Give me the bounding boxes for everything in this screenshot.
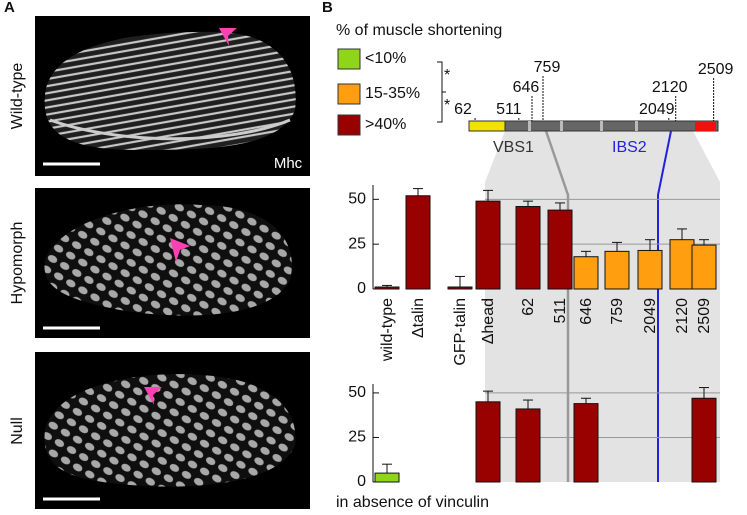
panel-label: B xyxy=(322,0,333,16)
x-tick-label: 2120 xyxy=(674,298,691,334)
bar xyxy=(447,286,473,290)
bar xyxy=(573,256,599,290)
shaded-region xyxy=(485,131,720,482)
bar xyxy=(669,239,695,290)
bar xyxy=(604,250,630,290)
image-label: Wild-type xyxy=(9,63,26,130)
x-tick-label: 511 xyxy=(552,298,569,324)
vbs1-line xyxy=(544,130,570,482)
site-label: 2049 xyxy=(639,101,675,118)
x-tick-label: Δtalin xyxy=(410,298,427,338)
legend-swatch xyxy=(337,48,361,70)
image-label: Hypomorph xyxy=(9,222,26,305)
bar xyxy=(691,244,717,290)
bar xyxy=(405,195,431,290)
site-label: 2509 xyxy=(698,61,734,78)
legend-swatch xyxy=(337,114,361,136)
image-null xyxy=(35,352,310,509)
x-tick-label: 2049 xyxy=(642,298,659,334)
bar xyxy=(637,249,663,290)
bar xyxy=(475,401,501,483)
y-tick-label: 0 xyxy=(357,280,366,297)
site-label: 646 xyxy=(513,79,540,96)
bar xyxy=(547,209,573,290)
site-label: 62 xyxy=(454,101,472,118)
significance-star: * xyxy=(444,97,450,114)
legend-label: <10% xyxy=(365,50,406,67)
domain-label: VBS1 xyxy=(493,139,534,156)
image-wild-type: Mhc xyxy=(35,16,310,176)
y-tick-label: 25 xyxy=(348,235,366,252)
significance-bracket xyxy=(437,61,446,123)
site-label: 759 xyxy=(534,59,561,76)
image-hypomorph xyxy=(35,188,310,338)
legend-title: % of muscle shortening xyxy=(336,22,502,39)
panel-label: A xyxy=(4,0,15,16)
bar xyxy=(573,403,599,483)
bar xyxy=(515,408,541,483)
chart-title: in absence of vinculin xyxy=(336,494,489,511)
domain-label: IBS2 xyxy=(612,139,647,156)
y-tick-label: 50 xyxy=(348,191,366,208)
bar xyxy=(374,286,400,290)
y-tick-label: 50 xyxy=(348,384,366,401)
legend-label: >40% xyxy=(365,116,406,133)
image-label: Null xyxy=(9,417,26,445)
x-tick-label: 646 xyxy=(578,298,595,325)
legend-swatch xyxy=(337,83,361,105)
x-tick-label: wild-type xyxy=(379,298,396,362)
y-tick-label: 0 xyxy=(357,473,366,490)
site-label: 2120 xyxy=(652,79,688,96)
significance-star: * xyxy=(444,67,450,84)
x-tick-label: 2509 xyxy=(696,298,713,334)
stain-label: Mhc xyxy=(274,155,303,172)
x-tick-label: GFP-talin xyxy=(452,298,469,366)
bar xyxy=(515,206,541,290)
x-tick-label: Δhead xyxy=(480,298,497,344)
x-tick-label: 759 xyxy=(609,298,626,325)
bar xyxy=(691,397,717,483)
protein-schematic xyxy=(468,120,719,132)
bar xyxy=(475,200,501,290)
ibs2-line xyxy=(657,130,672,482)
x-tick-label: 62 xyxy=(520,298,537,316)
y-tick-label: 25 xyxy=(348,429,366,446)
bar xyxy=(374,472,400,483)
site-label: 511 xyxy=(496,101,522,118)
legend-label: 15-35% xyxy=(365,85,420,102)
